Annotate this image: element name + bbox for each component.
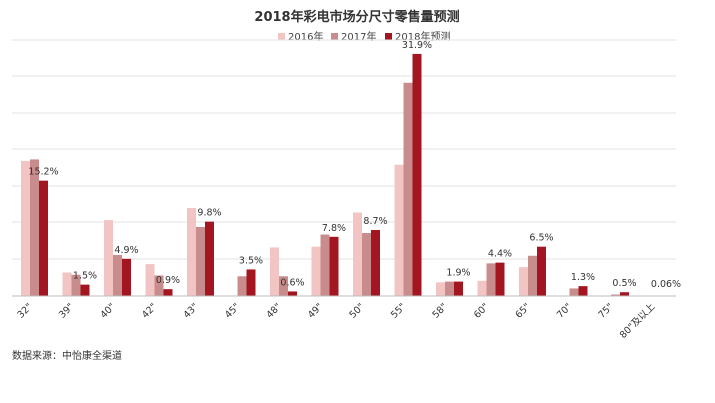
bar-12-2 — [537, 246, 546, 296]
x-tick-14: 75" — [596, 301, 615, 320]
bar-0-2 — [39, 180, 48, 296]
data-label-12: 6.5% — [529, 233, 553, 244]
bar-11-0 — [477, 280, 487, 296]
bar-6-2 — [288, 291, 297, 296]
x-tick-11: 60" — [472, 301, 491, 320]
data-label-3: 0.9% — [156, 275, 180, 286]
data-label-1: 1.5% — [73, 271, 97, 282]
data-label-2: 4.9% — [114, 245, 138, 256]
bar-6-0 — [270, 247, 279, 296]
data-label-7: 7.8% — [322, 223, 346, 234]
bar-8-0 — [353, 212, 362, 296]
x-tick-2: 40" — [98, 301, 117, 320]
data-label-6: 0.6% — [280, 277, 304, 288]
data-label-14: 0.5% — [612, 278, 636, 289]
gridlines — [12, 39, 676, 260]
data-label-9: 31.9% — [402, 40, 432, 51]
x-tick-8: 50" — [347, 301, 366, 320]
bar-2-1 — [113, 255, 122, 296]
bar-12-0 — [519, 267, 528, 296]
bar-6-1 — [279, 276, 288, 296]
legend-swatch-2 — [385, 33, 392, 40]
legend-swatch-0 — [278, 33, 285, 40]
bar-9-1 — [403, 82, 413, 296]
data-labels: 15.2% 1.5% 4.9% 0.9% 9.8% 3.5% 0.6% 7.8% 8.7% 31.… — [28, 40, 681, 290]
x-tick-6: 48" — [264, 301, 283, 320]
bar-14-2 — [620, 292, 629, 296]
source-note: 数据来源：中怡康全渠道 — [12, 349, 122, 362]
bar-9-0 — [394, 164, 404, 296]
bar-8-2 — [371, 229, 380, 296]
bar-11-2 — [495, 262, 505, 296]
bar-4-1 — [196, 226, 205, 296]
bar-1-1 — [71, 274, 81, 296]
x-tick-3: 42" — [140, 301, 159, 320]
x-tick-10: 58" — [430, 301, 449, 320]
bar-13-1 — [569, 288, 579, 296]
bar-13-2 — [578, 286, 588, 296]
bar-9-2 — [412, 53, 422, 296]
x-tick-1: 39" — [57, 301, 76, 320]
bar-8-1 — [362, 233, 371, 296]
x-tick-5: 45" — [223, 301, 242, 320]
legend-label-0: 2016年 — [288, 30, 323, 43]
legend-swatch-1 — [331, 33, 338, 40]
data-label-11: 4.4% — [488, 249, 512, 260]
x-tick-labels: 32" 39" 40" 42" 43" 45" 48" 49" 50" 55" 58" 60" 65" 7… — [15, 301, 657, 341]
bar-2-0 — [104, 220, 113, 296]
data-label-5: 3.5% — [239, 255, 263, 266]
data-label-13: 1.3% — [571, 272, 595, 283]
bar-3-0 — [145, 264, 155, 296]
bar-11-1 — [486, 263, 496, 296]
bar-3-1 — [154, 275, 164, 296]
data-label-4: 9.8% — [197, 208, 221, 219]
bar-5-1 — [237, 276, 247, 296]
x-tick-0: 32" — [15, 301, 34, 320]
x-tick-4: 43" — [181, 301, 200, 320]
bar-7-2 — [329, 236, 339, 296]
bar-10-1 — [445, 281, 454, 296]
bar-1-2 — [80, 284, 90, 296]
x-tick-7: 49" — [306, 301, 325, 320]
bar-4-0 — [187, 207, 196, 296]
data-label-10: 1.9% — [446, 268, 470, 279]
bar-1-0 — [62, 272, 72, 296]
x-tick-15: 80"及以上 — [618, 301, 658, 341]
bar-2-2 — [122, 258, 131, 296]
bar-5-2 — [246, 269, 256, 296]
bar-10-0 — [436, 282, 445, 296]
bar-7-0 — [311, 246, 321, 296]
data-label-0: 15.2% — [28, 167, 58, 178]
legend-label-1: 2017年 — [341, 30, 376, 43]
bar-0-0 — [21, 160, 30, 296]
bar-7-1 — [320, 234, 330, 296]
bar-14-1 — [611, 294, 620, 296]
bar-10-2 — [454, 281, 463, 296]
x-tick-13: 70" — [555, 301, 574, 320]
data-label-15: 0.06% — [651, 279, 681, 290]
x-tick-12: 65" — [513, 301, 532, 320]
bar-4-2 — [205, 221, 214, 296]
chart-title: 2018年彩电市场分尺寸零售量预测 — [254, 9, 459, 25]
bar-0-1 — [30, 159, 39, 296]
bars — [21, 53, 671, 296]
data-label-8: 8.7% — [363, 216, 387, 227]
x-tick-9: 55" — [389, 301, 408, 320]
bar-12-1 — [528, 255, 537, 296]
bar-3-2 — [163, 289, 173, 296]
